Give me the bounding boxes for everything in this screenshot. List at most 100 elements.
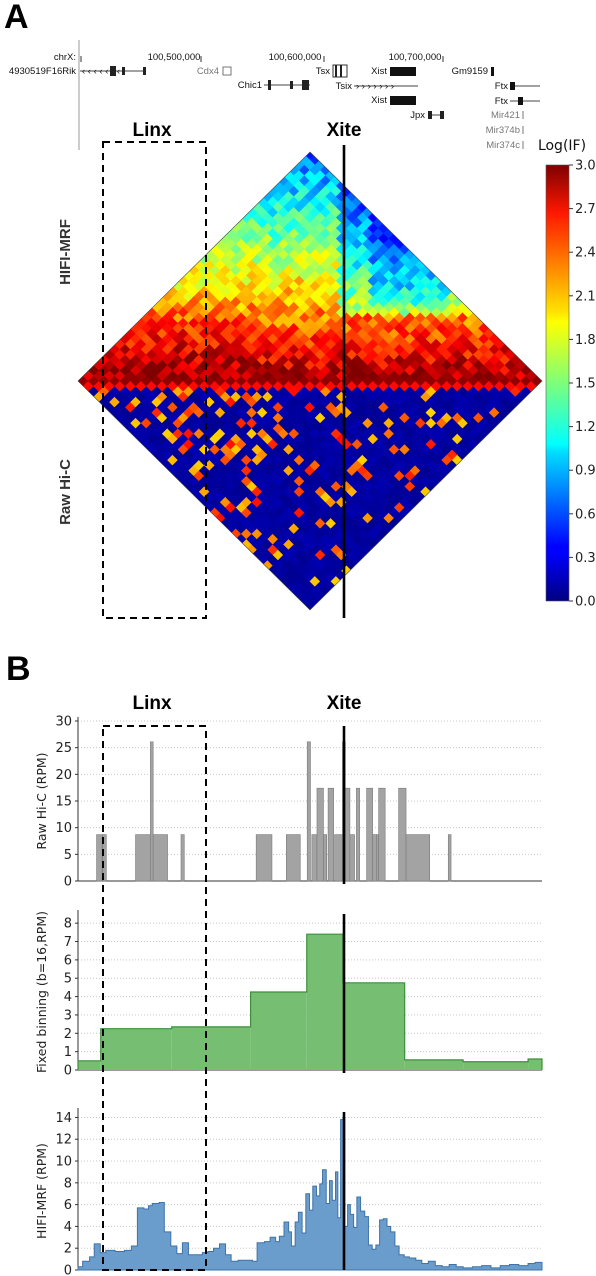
heatmap-cell <box>156 412 169 424</box>
heatmap-cell <box>198 254 211 266</box>
heatmap-cell <box>378 496 390 508</box>
heatmap-cell <box>235 312 248 324</box>
heatmap-cell <box>430 285 443 298</box>
raw-hic-bar <box>378 787 386 882</box>
exon-block <box>390 96 416 105</box>
heatmap-cell <box>378 412 390 424</box>
heatmap-cell <box>357 391 369 403</box>
heatmap-cell <box>372 449 385 461</box>
heatmap-cell <box>256 269 269 282</box>
hifi-ytick-label: 10 <box>55 1155 72 1170</box>
exon-block <box>290 81 293 89</box>
heatmap-cell <box>335 380 348 392</box>
exon-block <box>491 67 494 76</box>
heatmap-cell <box>314 211 327 224</box>
heatmap-cell <box>320 480 332 493</box>
heatmap-cell <box>198 370 211 382</box>
heatmap-cell <box>198 401 211 414</box>
heatmap-cell <box>320 269 332 282</box>
fixed-ytick-label: 8 <box>64 917 72 932</box>
heatmap-cell <box>214 428 227 440</box>
colorbar-tick-label: 2.1 <box>575 289 596 304</box>
heatmap-cell <box>156 391 169 403</box>
heatmap-cell <box>167 443 179 456</box>
heatmap-cell <box>198 275 211 287</box>
heatmap-cell <box>256 238 269 250</box>
heatmap-cell <box>430 296 443 308</box>
heatmap-cell <box>156 433 169 445</box>
heatmap-cell <box>214 396 227 408</box>
raw-hic-bar <box>398 787 407 882</box>
heatmap-cell <box>204 364 216 377</box>
heatmap-cell <box>314 538 327 551</box>
heatmap-cell <box>378 232 390 245</box>
heatmap-cell <box>119 396 132 408</box>
heatmap-cell <box>235 259 248 271</box>
heatmap-cell <box>304 211 316 224</box>
heatmap-cell <box>225 364 237 377</box>
gene-Xist-2: Xist <box>371 95 387 106</box>
heatmap-cell <box>314 391 327 403</box>
heatmap-cell <box>262 412 274 424</box>
heatmap-cell <box>314 180 327 192</box>
heatmap-cell <box>262 327 274 340</box>
heatmap-cell <box>357 412 369 424</box>
heatmap-cell <box>146 306 158 319</box>
heatmap-cell <box>314 475 327 487</box>
heatmap-cell <box>225 290 237 303</box>
heatmap-cell <box>415 396 427 408</box>
heatmap-cell <box>314 243 327 255</box>
exon-block <box>335 65 337 77</box>
heatmap-cell <box>335 422 348 435</box>
heatmap-cell <box>235 269 248 282</box>
heatmap-cell <box>277 396 290 408</box>
heatmap-cell <box>430 464 443 477</box>
heatmap-cell <box>225 301 237 313</box>
heatmap-cell <box>320 196 332 208</box>
heatmap-cell <box>330 248 343 261</box>
heatmap-cell <box>520 375 532 387</box>
heatmap-cell <box>246 533 258 545</box>
hifi-ytick-label: 12 <box>55 1133 72 1148</box>
heatmap-cell <box>314 201 327 213</box>
heatmap-cell <box>277 196 290 208</box>
heatmap-cell <box>393 280 406 292</box>
heatmap-cell <box>362 248 374 261</box>
heatmap-cell <box>393 459 406 472</box>
heatmap-cell <box>451 306 464 319</box>
heatmap-cell <box>262 433 274 445</box>
heatmap-cell <box>198 285 211 298</box>
hifi-ytick-label: 14 <box>55 1111 72 1126</box>
heatmap-cell <box>335 306 348 319</box>
heatmap-cell <box>225 417 237 429</box>
heatmap-cell <box>299 290 311 303</box>
heatmap-cell <box>393 438 406 450</box>
heatmap-cell <box>372 480 385 493</box>
heatmap-cell <box>119 385 132 398</box>
fixed-binning-ylabel: Fixed binning (b=16,RPM) <box>34 911 49 1073</box>
heatmap-cell <box>277 417 290 429</box>
heatmap-cell <box>146 401 158 414</box>
heatmap-cell <box>167 327 179 340</box>
heatmap-cell <box>304 559 316 572</box>
heatmap-cell <box>299 248 311 261</box>
heatmap-cell <box>415 459 427 472</box>
heatmap-cell <box>436 290 448 303</box>
fixed-ytick-label: 3 <box>64 1008 72 1023</box>
heatmap-cell <box>277 533 290 545</box>
heatmap-cell <box>156 443 169 456</box>
heatmap-cell <box>235 364 248 377</box>
heatmap-cell <box>277 491 290 503</box>
heatmap-cell <box>372 217 385 229</box>
heatmap-cell <box>372 470 385 482</box>
heatmap-cell <box>335 211 348 224</box>
heatmap-cell <box>177 370 190 382</box>
exon-block <box>222 66 232 76</box>
raw-hic-bar <box>372 834 377 882</box>
heatmap-cell <box>341 565 353 577</box>
heatmap-cell <box>378 338 390 350</box>
heatmap-cell <box>314 507 327 519</box>
heatmap-cell <box>325 211 337 224</box>
raw-hic-bar <box>180 834 185 882</box>
hifi-ytick-label: 0 <box>64 1264 72 1276</box>
